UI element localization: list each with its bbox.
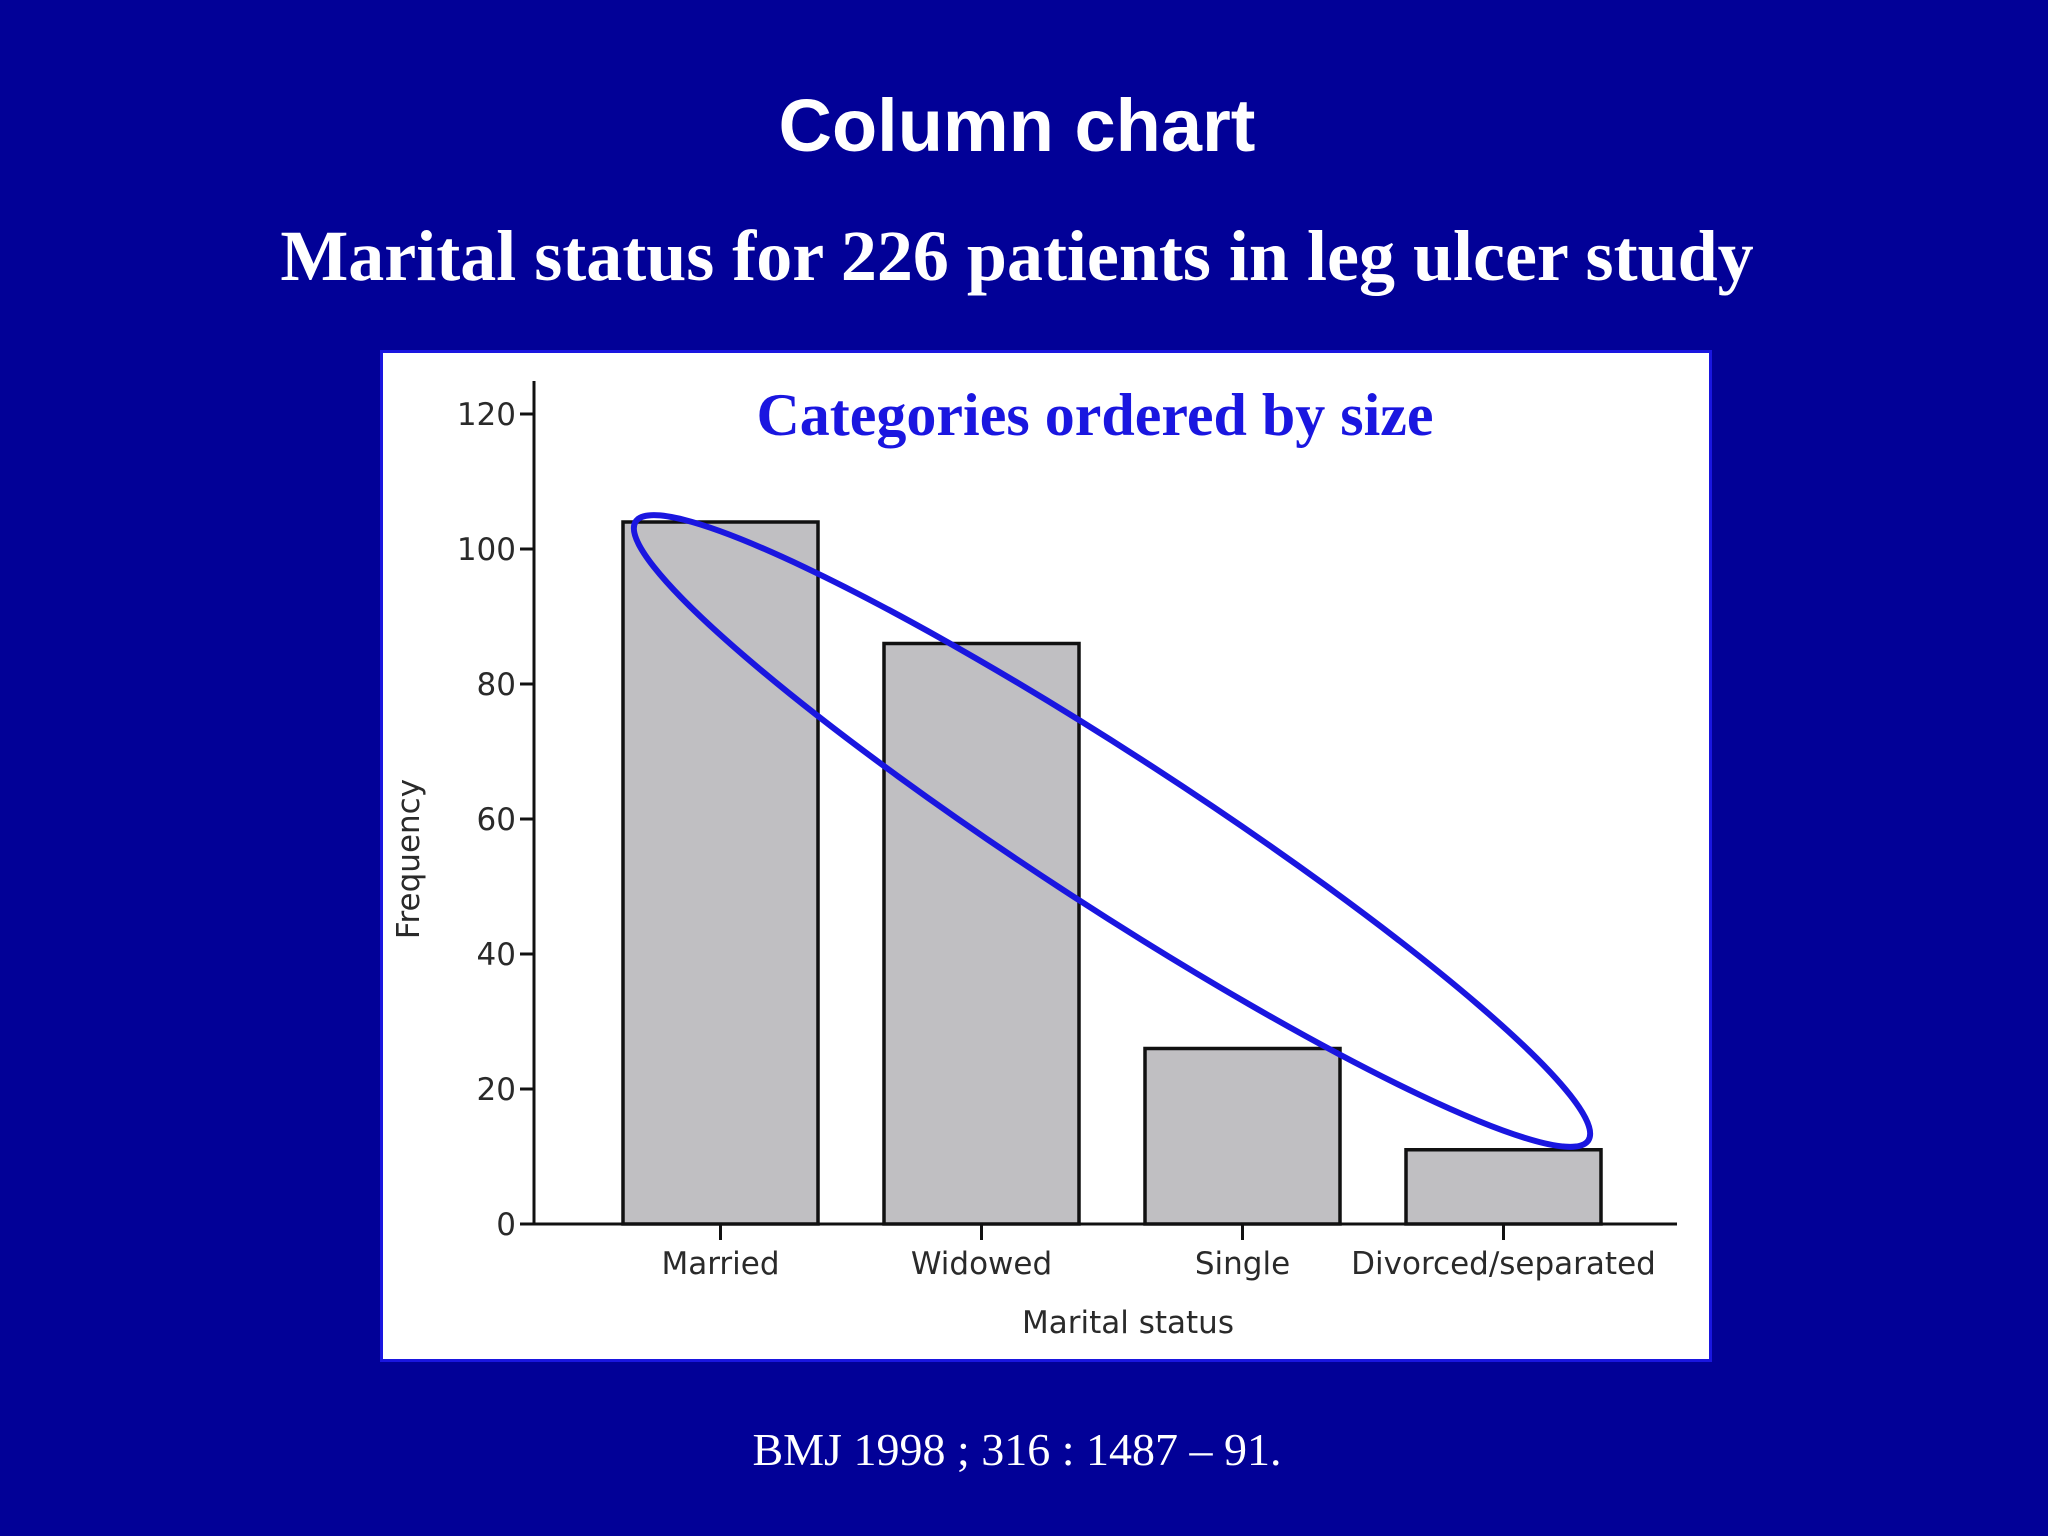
y-tick-label: 20	[477, 1072, 516, 1108]
citation: BMJ 1998 ; 316 : 1487 – 91.	[752, 1424, 1282, 1475]
highlight-ellipse	[630, 512, 1594, 1150]
chart-panel: 0 20 40 60 80 100 120 Married Widowed Single Divo…	[380, 350, 1712, 1362]
y-tick-label: 60	[477, 802, 516, 838]
x-axis	[520, 1222, 1677, 1240]
y-tick-label: 100	[457, 532, 516, 568]
slide-subtitle: Marital status for 226 patients in leg u…	[280, 216, 1754, 296]
y-axis-label: Frequency	[391, 779, 427, 939]
chart-annotation: Categories ordered by size	[756, 382, 1433, 448]
bar-single	[1143, 1046, 1342, 1226]
category-label: Divorced/separated	[1351, 1246, 1656, 1282]
y-axis: 0 20 40 60 80 100 120	[457, 381, 536, 1243]
bar-widowed	[882, 641, 1081, 1226]
y-tick-label: 40	[477, 937, 516, 973]
column-chart: 0 20 40 60 80 100 120 Married Widowed Single Divo…	[391, 381, 1677, 1341]
category-label: Single	[1195, 1246, 1290, 1282]
category-label: Married	[661, 1246, 779, 1282]
category-label: Widowed	[911, 1246, 1052, 1282]
y-tick-label: 120	[457, 397, 516, 433]
bar-married	[621, 520, 820, 1226]
category-labels: Married Widowed Single Divorced/separated	[661, 1246, 1655, 1282]
bar-divorced-separated	[1404, 1148, 1603, 1226]
y-tick-label: 80	[477, 667, 516, 703]
slide-title: Column chart	[778, 84, 1256, 167]
x-axis-label: Marital status	[1022, 1305, 1234, 1341]
y-tick-label: 0	[496, 1207, 516, 1243]
bars	[621, 520, 1603, 1226]
